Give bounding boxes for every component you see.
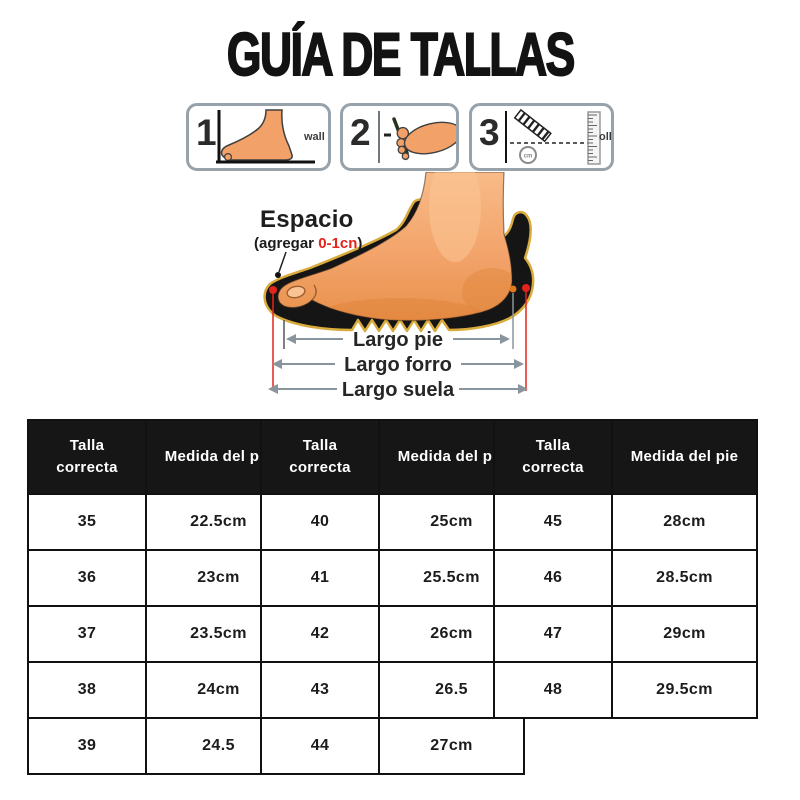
table-header-row: Talla correcta Medida del pie (493, 419, 758, 495)
measure-cell: 29.5cm (611, 661, 758, 719)
size-cell: 44 (260, 717, 380, 775)
ruler-label: oll (599, 131, 612, 143)
table-row: 47 29cm (493, 605, 758, 663)
step-3-panel: 3 cm (469, 103, 614, 171)
cm-circle-icon (519, 146, 537, 164)
lining-length-label: Largo forro (344, 354, 452, 376)
table-row: 35 22.5cm (27, 493, 292, 551)
table-header-row: Talla correcta Medida del pie (27, 419, 292, 495)
measure-cell: 28.5cm (611, 549, 758, 607)
page-title-text: GUÍA DE TALLAS (226, 20, 576, 89)
measure-cell: 29cm (611, 605, 758, 663)
size-cell: 37 (27, 605, 147, 663)
size-cell: 48 (493, 661, 613, 719)
foot-in-shoe-illustration: Largo pie Largo forro Largo suela (263, 172, 535, 401)
foot-top-view-icon (378, 111, 456, 163)
espacio-pointer-line (278, 251, 287, 273)
espacio-note: (agregar 0-1cn) (254, 235, 362, 252)
sole-back-dot (522, 284, 530, 292)
heel-foot-dot (509, 285, 517, 293)
step-1-number: 1 (196, 112, 217, 153)
foot-measurement-diagram: Largo pie Largo forro Largo suela Espaci… (240, 172, 570, 404)
size-cell: 42 (260, 605, 380, 663)
size-column-header: Talla correcta (493, 419, 613, 495)
striped-ruler-icon (513, 108, 552, 143)
toe-gap-dot (275, 272, 281, 278)
sole-front-dot (269, 286, 277, 294)
table-row: 37 23.5cm (27, 605, 292, 663)
table-row: 44 27cm (260, 717, 525, 775)
espacio-label: Espacio (260, 206, 354, 233)
toe-crease-detail (311, 284, 317, 301)
size-cell: 43 (260, 661, 380, 719)
espacio-note-prefix: (agregar (254, 235, 319, 252)
page-title: GUÍA DE TALLAS (0, 20, 800, 89)
size-column-header: Talla correcta (27, 419, 147, 495)
size-cell: 41 (260, 549, 380, 607)
toenail-detail (286, 285, 306, 299)
espacio-note-value: 0-1cn (318, 235, 358, 252)
table-row: 45 28cm (493, 493, 758, 551)
table-row: 41 25.5cm (260, 549, 525, 607)
espacio-note-suffix: ) (357, 235, 363, 252)
foot-length-label: Largo pie (353, 329, 443, 351)
foot-against-wall-icon (216, 109, 315, 164)
table-row: 48 29.5cm (493, 661, 758, 719)
size-cell: 35 (27, 493, 147, 551)
size-table-35-39: Talla correcta Medida del pie 35 22.5cm 3… (27, 419, 292, 775)
step-2-panel: 2 (340, 103, 459, 171)
step-3-number: 3 (479, 112, 500, 153)
ruler-measure-icon: cm (505, 108, 601, 165)
measure-cell: 27cm (378, 717, 525, 775)
size-cell: 39 (27, 717, 147, 775)
table-row: 46 28.5cm (493, 549, 758, 607)
size-table-45-48: Talla correcta Medida del pie 45 28cm 46 2… (493, 419, 758, 719)
foot-length-arrow (286, 334, 510, 344)
size-column-header: Talla correcta (260, 419, 380, 495)
table-row: 39 24.5 (27, 717, 292, 775)
wall-label: wall (304, 131, 325, 143)
step-1-panel: 1 wall (186, 103, 331, 171)
lining-length-arrow (272, 359, 524, 369)
size-cell: 46 (493, 549, 613, 607)
table-row: 40 25cm (260, 493, 525, 551)
step-2-number: 2 (350, 112, 371, 153)
measuring-steps-strip: 1 wall 2 3 (186, 103, 616, 175)
size-cell: 36 (27, 549, 147, 607)
size-cell: 38 (27, 661, 147, 719)
sole-length-label: Largo suela (342, 379, 455, 401)
size-table-40-44: Talla correcta Medida del pie 40 25cm 41 2… (260, 419, 525, 775)
table-row: 38 24cm (27, 661, 292, 719)
size-cell: 45 (493, 493, 613, 551)
table-row: 43 26.5 (260, 661, 525, 719)
table-row: 36 23cm (27, 549, 292, 607)
size-cell: 40 (260, 493, 380, 551)
size-cell: 47 (493, 605, 613, 663)
measure-cell: 28cm (611, 493, 758, 551)
table-row: 42 26cm (260, 605, 525, 663)
measure-column-header: Medida del pie (611, 419, 758, 495)
table-header-row: Talla correcta Medida del pie (260, 419, 525, 495)
svg-text:cm: cm (524, 154, 533, 160)
sole-length-arrow (268, 384, 528, 394)
